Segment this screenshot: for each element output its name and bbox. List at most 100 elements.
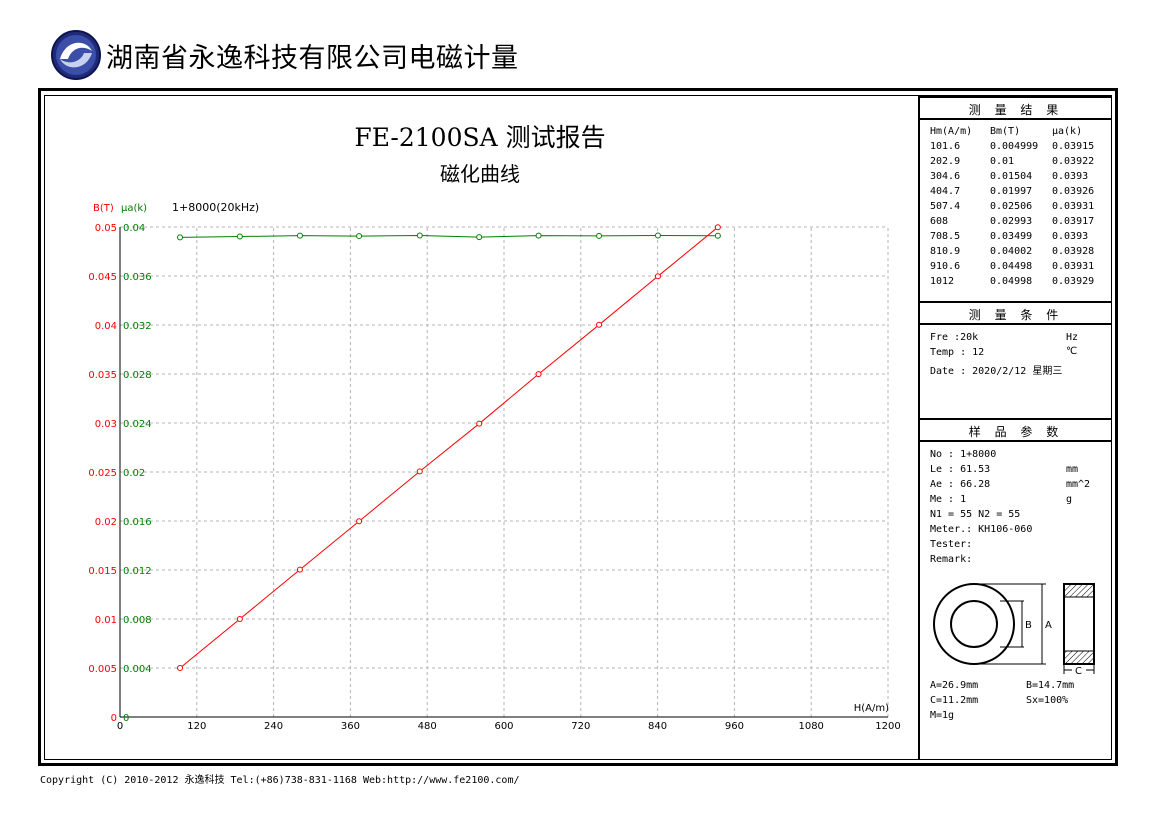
result-bm: 0.01504	[990, 171, 1033, 182]
y-left-tick-label: 0.05	[95, 223, 117, 234]
y-right-tick-label: 0.04	[123, 223, 145, 234]
result-ua: 0.03928	[1052, 246, 1095, 257]
series-line-0	[179, 226, 719, 669]
series-point-1	[236, 233, 243, 240]
result-ua: 0.03922	[1052, 156, 1095, 167]
result-hm: 404.7	[930, 186, 961, 197]
result-bm: 0.02993	[990, 216, 1033, 227]
core-section	[1063, 583, 1095, 665]
condition-freq-unit: Hz	[1066, 332, 1079, 343]
report-frame-inner	[44, 95, 1112, 760]
series-point-1	[596, 232, 603, 239]
result-ua: 0.0393	[1052, 231, 1089, 242]
result-ua: 0.03931	[1052, 261, 1095, 272]
report-frame-outer	[38, 88, 1118, 766]
sample-le-unit: mm	[1066, 464, 1079, 475]
magnetization-chart: 0 120 240 360 480 600 720 840 960 1080 1200 0 0 0.005…	[88, 201, 900, 732]
x-tick-label: 480	[418, 721, 437, 732]
sample-remark: Remark:	[930, 554, 973, 565]
sample-tester: Tester:	[930, 539, 973, 550]
y-right-tick-label: 0.036	[123, 272, 152, 283]
series-point-1	[714, 232, 721, 239]
result-ua: 0.03915	[1052, 141, 1095, 152]
y-right-axis-label: μa(k)	[121, 203, 147, 214]
toroid-label-b: B	[1025, 620, 1032, 631]
series-point-0	[654, 273, 661, 280]
sample-ae: Ae : 66.28	[930, 479, 991, 490]
report-header: 湖南省永逸科技有限公司电磁计量	[50, 26, 519, 84]
footer-copyright: Copyright (C) 2010-2012 永逸科技 Tel:(+86)73…	[40, 775, 520, 786]
y-left-tick-label: 0.02	[95, 517, 117, 528]
toroid-inner-circle	[950, 600, 998, 648]
report-title: FE-2100SA 测试报告	[354, 123, 606, 152]
series-point-0	[236, 616, 243, 622]
result-bm: 0.004999	[990, 141, 1039, 152]
result-hm: 304.6	[930, 171, 961, 182]
y-left-tick-label: 0.045	[88, 272, 117, 283]
dim-sx: Sx=100%	[1026, 695, 1069, 706]
sample-label: 1+8000(20kHz)	[172, 201, 259, 214]
sample-me-unit: g	[1066, 494, 1073, 505]
sample-title: 样 品 参 数	[920, 418, 1112, 442]
conditions-title: 测 量 条 件	[920, 301, 1112, 325]
condition-date: Date : 2020/2/12 星期三	[930, 366, 1063, 377]
result-ua: 0.03931	[1052, 201, 1095, 212]
sample-ae-unit: mm^2	[1066, 479, 1091, 490]
result-bm: 0.04498	[990, 261, 1033, 272]
result-hm: 507.4	[930, 201, 961, 212]
company-name: 湖南省永逸科技有限公司电磁计量	[106, 42, 519, 74]
series-point-1	[296, 232, 303, 239]
x-tick-label: 0	[117, 721, 123, 732]
company-logo-icon	[51, 30, 101, 80]
x-tick-label: 240	[264, 721, 283, 732]
x-tick-label: 1200	[875, 721, 900, 732]
y-right-tick-label: 0	[123, 713, 129, 724]
result-hm: 1012	[930, 276, 955, 287]
sample-turns: N1 = 55 N2 = 55	[930, 509, 1021, 520]
toroid-outer-circle	[933, 583, 1015, 665]
condition-temp: Temp : 12	[930, 347, 985, 358]
y-left-tick-label: 0.015	[88, 566, 117, 577]
y-right-tick-label: 0.012	[123, 566, 152, 577]
x-tick-label: 720	[571, 721, 590, 732]
result-bm: 0.03499	[990, 231, 1033, 242]
result-bm: 0.04998	[990, 276, 1033, 287]
result-hm: 810.9	[930, 246, 961, 257]
y-left-tick-label: 0	[111, 713, 117, 724]
condition-temp-unit: ℃	[1066, 346, 1078, 357]
y-left-axis-label: B(T)	[93, 203, 114, 214]
dim-b: B=14.7mm	[1026, 680, 1075, 691]
y-right-tick-label: 0.004	[123, 664, 152, 675]
report-subtitle: 磁化曲线	[440, 162, 520, 186]
series-point-0	[476, 420, 483, 427]
y-right-tick-label: 0.016	[123, 517, 152, 528]
x-tick-label: 1080	[798, 721, 823, 732]
results-header-hm: Hm(A/m)	[930, 126, 973, 137]
series-line-1	[180, 234, 718, 238]
series-point-0	[596, 321, 603, 328]
sample-me: Me : 1	[930, 494, 967, 505]
result-bm: 0.02506	[990, 201, 1033, 212]
side-panel: 测 量 结 果 Hm(A/m) Bm(T) μa(k) 101.6 0.00499…	[920, 96, 1112, 759]
series-point-0	[714, 224, 721, 231]
y-right-tick-label: 0.024	[123, 419, 152, 430]
result-hm: 708.5	[930, 231, 961, 242]
sample-no: No : 1+8000	[930, 449, 997, 460]
y-right-tick-label: 0.02	[123, 468, 145, 479]
series-point-1	[535, 232, 542, 239]
y-right-tick-label: 0.008	[123, 615, 152, 626]
results-header-bm: Bm(T)	[990, 126, 1021, 137]
result-hm: 202.9	[930, 156, 961, 167]
x-axis-label: H(A/m)	[854, 703, 889, 714]
series-point-1	[476, 234, 483, 241]
sample-le: Le : 61.53	[930, 464, 991, 475]
side-panel-divider	[918, 96, 920, 759]
x-tick-label: 360	[341, 721, 360, 732]
x-tick-label: 600	[494, 721, 513, 732]
result-hm: 910.6	[930, 261, 961, 272]
sample-meter: Meter.: KH106-060	[930, 524, 1033, 535]
y-left-tick-label: 0.01	[95, 615, 117, 626]
dim-m: M=1g	[930, 710, 955, 721]
y-right-tick-label: 0.028	[123, 370, 152, 381]
series-point-1	[654, 232, 661, 239]
